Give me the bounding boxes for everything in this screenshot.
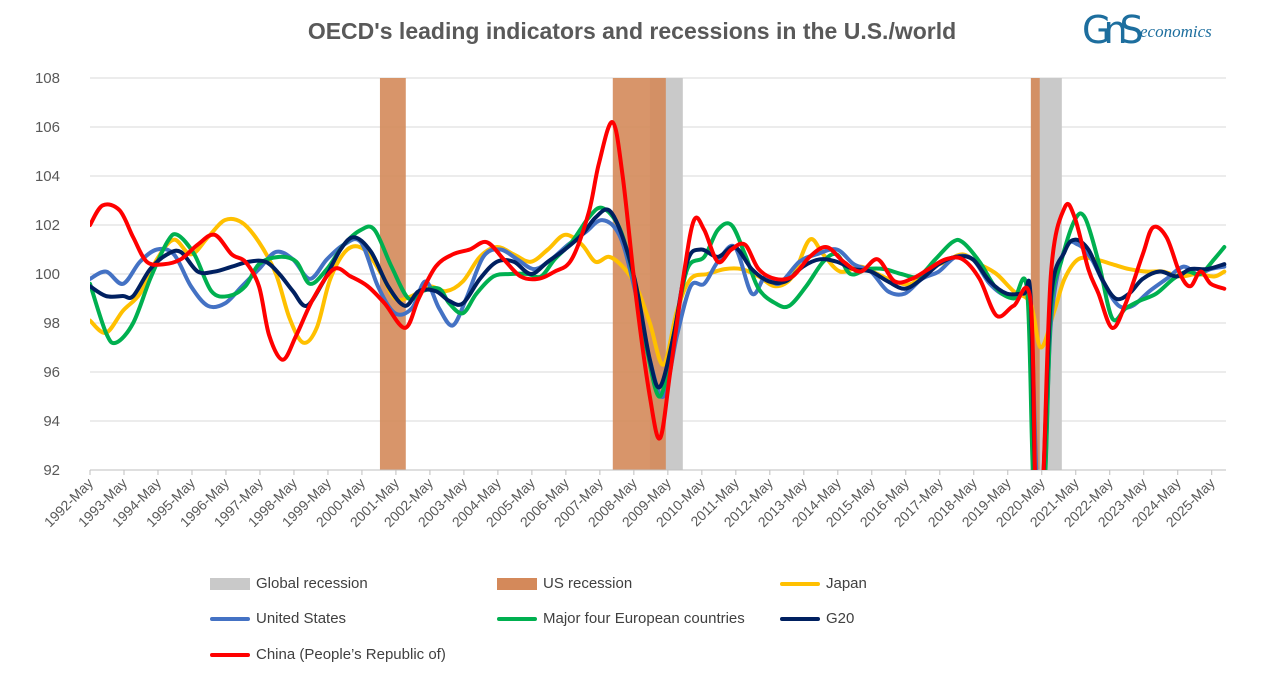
gns-economics-logo: GnS economics	[1082, 8, 1232, 58]
legend-swatch	[780, 616, 820, 621]
y-tick-label: 100	[35, 266, 60, 283]
y-tick-label: 94	[43, 413, 60, 430]
y-tick-label: 108	[35, 70, 60, 87]
logo-wordmark: economics	[1140, 22, 1212, 41]
legend-label: United States	[256, 610, 347, 627]
us-recession-band	[1030, 78, 1040, 470]
chart-title: OECD's leading indicators and recessions…	[307, 18, 957, 44]
legend-united-states: United States	[210, 610, 346, 627]
y-tick-label: 102	[35, 217, 60, 234]
legend-g20: G20	[780, 610, 854, 627]
series-china-people-s-republic-of	[90, 120, 1227, 470]
series-japan	[90, 216, 1227, 367]
legend-label: G20	[826, 610, 855, 627]
y-tick-label: 104	[35, 168, 60, 185]
y-tick-label: 106	[35, 119, 60, 136]
legend-china: China (People’s Republic of)	[210, 646, 446, 663]
legend-us-recession: US recession	[497, 575, 632, 592]
legend-japan: Japan	[780, 575, 867, 592]
legend-label: Major four European countries	[543, 610, 745, 627]
legend-europe: Major four European countries	[497, 610, 745, 627]
legend-swatch	[210, 577, 250, 590]
legend-global-recession: Global recession	[210, 575, 368, 592]
legend-label: US recession	[543, 575, 633, 592]
legend-swatch	[210, 616, 250, 621]
us-recession-band	[612, 78, 666, 470]
legend-swatch	[497, 616, 537, 621]
legend-label: Global recession	[256, 575, 368, 592]
legend-label: Japan	[826, 575, 867, 592]
legend-swatch	[780, 581, 820, 586]
y-tick-label: 98	[43, 315, 60, 332]
legend-swatch	[497, 577, 537, 590]
legend-label: China (People’s Republic of)	[256, 646, 446, 663]
logo-mark: GnS	[1082, 8, 1144, 52]
legend-swatch	[210, 652, 250, 657]
y-tick-label: 96	[43, 364, 60, 381]
y-tick-label: 92	[43, 462, 60, 479]
